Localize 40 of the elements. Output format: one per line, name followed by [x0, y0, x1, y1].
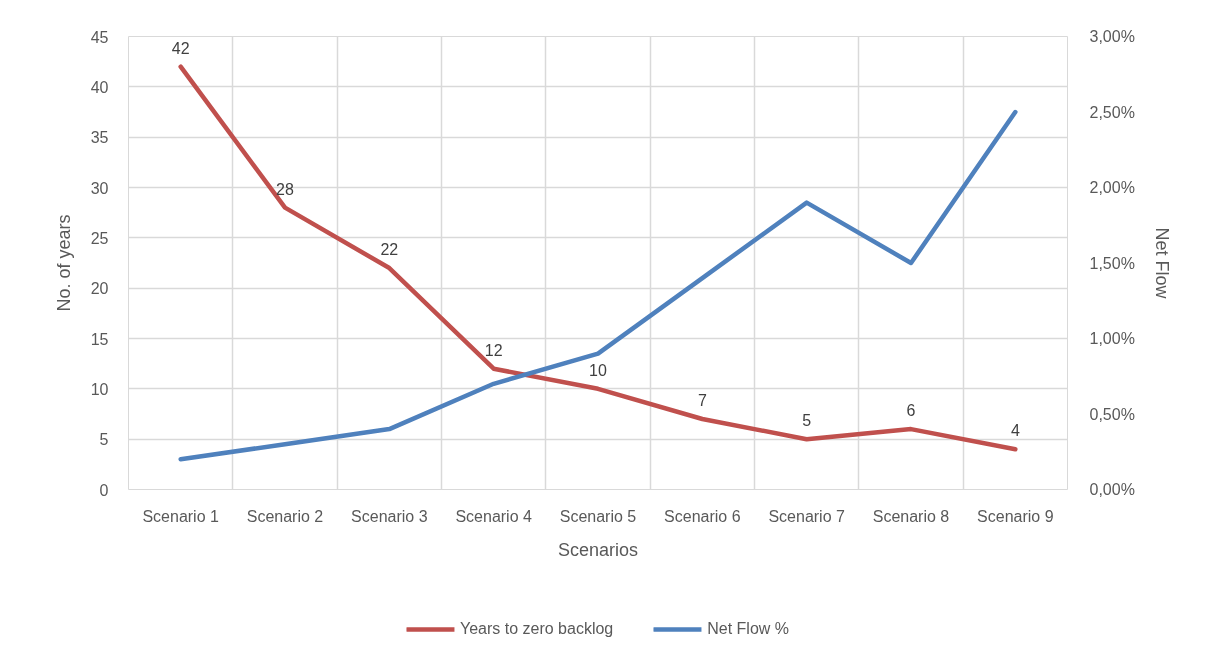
data-label: 10	[589, 361, 607, 379]
y-tick-label: 25	[90, 229, 109, 247]
data-label: 4	[1010, 422, 1020, 440]
y2-tick-label: 1,50%	[1089, 254, 1135, 272]
x-tick-label: Scenario 4	[455, 507, 533, 525]
x-tick-label: Scenario 6	[664, 507, 741, 525]
x-tick-label: Scenario 8	[872, 507, 950, 525]
y-tick-label: 10	[90, 380, 109, 398]
y-axis-title: No. of years	[53, 214, 74, 312]
y2-tick-label: 2,00%	[1089, 179, 1135, 196]
y2-tick-label: 1,00%	[1089, 330, 1135, 347]
x-tick-label: Scenario 1	[142, 507, 220, 525]
y-tick-label: 15	[90, 330, 109, 348]
y-tick-label: 5	[99, 431, 109, 449]
legend-label: Years to zero backlog	[459, 620, 614, 638]
legend-label: Net Flow %	[707, 620, 790, 638]
y2-tick-label: 0,50%	[1089, 405, 1135, 423]
y-tick-label: 45	[90, 28, 109, 46]
y-tick-label: 35	[90, 129, 109, 147]
x-tick-label: Scenario 7	[768, 507, 846, 525]
data-label: 7	[697, 392, 707, 410]
x-axis-title: Scenarios	[557, 539, 639, 560]
x-tick-label: Scenario 9	[977, 507, 1054, 525]
x-tick-label: Scenario 2	[246, 507, 324, 525]
y2-tick-label: 0,00%	[1089, 481, 1135, 498]
x-tick-label: Scenario 3	[351, 507, 428, 525]
y2-tick-label: 3,00%	[1089, 28, 1135, 45]
y2-axis-title: Net Flow	[1151, 227, 1172, 300]
data-label: 12	[484, 341, 503, 359]
data-label: 28	[276, 180, 294, 198]
data-label: 42	[171, 39, 190, 57]
x-tick-label: Scenario 5	[559, 507, 637, 525]
data-label: 5	[802, 412, 812, 430]
y-tick-label: 30	[90, 179, 109, 197]
data-label: 6	[906, 402, 916, 420]
y2-tick-label: 2,50%	[1089, 103, 1135, 121]
y-tick-label: 40	[90, 78, 109, 96]
y-tick-label: 20	[90, 280, 109, 298]
y-tick-label: 0	[99, 481, 109, 499]
data-label: 22	[380, 241, 399, 259]
